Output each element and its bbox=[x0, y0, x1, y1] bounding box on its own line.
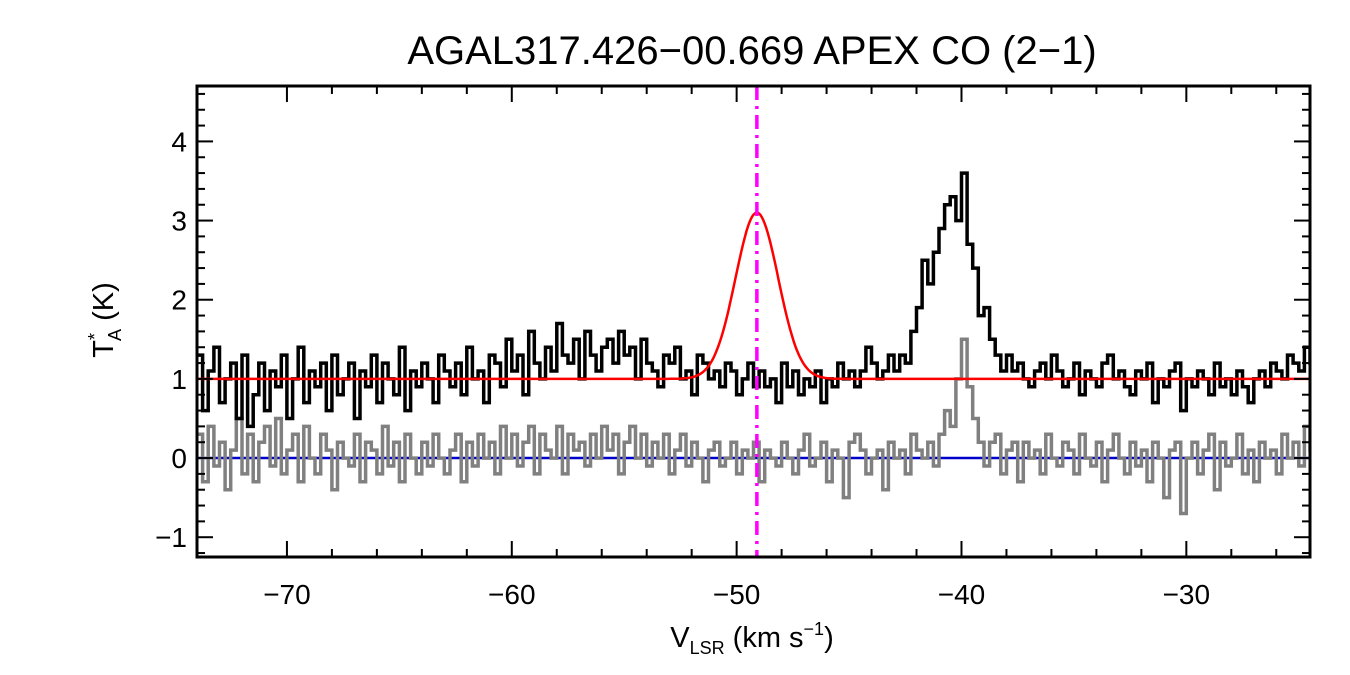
x-tick-label: −40 bbox=[938, 579, 986, 610]
x-tick-label: −60 bbox=[488, 579, 536, 610]
residual-series bbox=[197, 337, 1310, 516]
x-axis-label: VLSR (km s−1) bbox=[670, 619, 834, 658]
spectrum-series bbox=[197, 171, 1310, 429]
x-tick-labels: −70 −60 −50 −40 −30 bbox=[263, 579, 1210, 610]
x-tick-label: −30 bbox=[1163, 579, 1211, 610]
y-tick-label: 3 bbox=[171, 206, 187, 237]
y-tick-labels: −1 0 1 2 3 4 bbox=[155, 126, 187, 553]
y-tick-label: 4 bbox=[171, 126, 187, 157]
y-tick-label: 2 bbox=[171, 285, 187, 316]
series-layer bbox=[197, 86, 1310, 557]
tick-layer bbox=[197, 86, 1310, 557]
plot-frame bbox=[195, 84, 1312, 559]
y-axis-label: T*A (K) bbox=[85, 282, 125, 357]
chart-title: AGAL317.426−00.669 APEX CO (2−1) bbox=[407, 29, 1096, 73]
y-tick-label: 0 bbox=[171, 443, 187, 474]
y-tick-label: 1 bbox=[171, 364, 187, 395]
y-tick-label: −1 bbox=[155, 522, 187, 553]
gaussian-fit-line bbox=[197, 211, 1310, 381]
x-tick-label: −70 bbox=[263, 579, 311, 610]
x-tick-label: −50 bbox=[713, 579, 761, 610]
plot-area bbox=[195, 84, 1312, 559]
